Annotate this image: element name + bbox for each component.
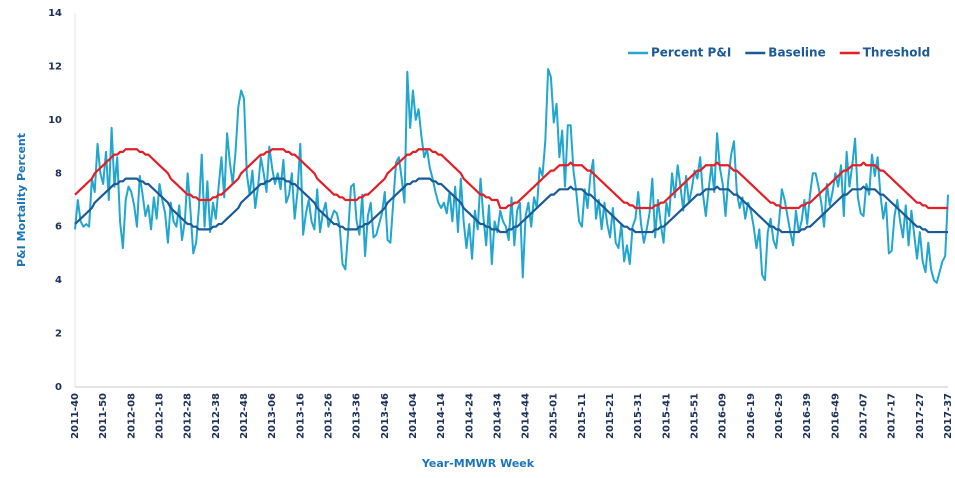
x-tick-label: 2016-39: [802, 393, 813, 439]
x-tick-label: 2011-40: [70, 393, 81, 439]
x-tick-label: 2015-41: [661, 393, 672, 439]
x-tick-label: 2011-50: [98, 393, 109, 439]
x-tick-label: 2014-44: [521, 393, 532, 439]
y-tick-label: 0: [55, 382, 62, 393]
x-tick-label: 2016-49: [830, 393, 841, 439]
x-tick-label: 2015-11: [577, 393, 588, 439]
x-tick-label: 2014-14: [436, 393, 447, 439]
x-tick-label: 2012-18: [154, 393, 165, 439]
y-tick-label: 4: [55, 275, 62, 286]
x-tick-label: 2013-46: [380, 393, 391, 439]
y-axis-title: P&I Mortality Percent: [15, 133, 28, 267]
x-tick-label: 2014-04: [408, 393, 419, 439]
x-tick-label: 2015-01: [549, 393, 560, 439]
series-line: [74, 68, 949, 284]
series-line: [74, 148, 948, 210]
x-tick-label: 2016-19: [746, 393, 757, 439]
x-tick-label: 2016-29: [774, 393, 785, 439]
y-tick-label: 2: [55, 329, 62, 340]
y-tick-label: 12: [48, 61, 62, 72]
x-tick-label: 2017-37: [943, 393, 954, 439]
y-tick-label: 10: [48, 115, 62, 126]
x-tick-label: 2012-38: [211, 393, 222, 439]
x-tick-label: 2016-09: [718, 393, 729, 439]
x-tick-label: 2012-48: [239, 393, 250, 439]
x-tick-label: 2017-07: [859, 393, 870, 439]
x-tick-label: 2013-06: [267, 393, 278, 439]
x-tick-label: 2015-51: [690, 393, 701, 439]
x-axis-title: Year-MMWR Week: [421, 457, 535, 470]
x-tick-label: 2017-17: [887, 393, 898, 439]
x-tick-label: 2015-21: [605, 393, 616, 439]
x-tick-label: 2012-08: [126, 393, 137, 439]
y-tick-label: 6: [55, 222, 62, 233]
y-tick-label: 8: [55, 168, 62, 179]
legend-label: Threshold: [863, 46, 930, 60]
x-tick-label: 2013-16: [295, 393, 306, 439]
y-tick-label: 14: [48, 8, 62, 19]
legend-label: Percent P&I: [651, 46, 731, 60]
x-tick-label: 2015-31: [633, 393, 644, 439]
x-tick-label: 2017-27: [915, 393, 926, 439]
series-line: [74, 177, 948, 234]
x-tick-label: 2013-36: [352, 393, 363, 439]
legend-label: Baseline: [768, 46, 825, 60]
x-tick-label: 2012-28: [183, 393, 194, 439]
x-tick-label: 2013-26: [323, 393, 334, 439]
x-tick-label: 2014-24: [464, 393, 475, 439]
x-tick-label: 2014-34: [492, 393, 503, 439]
